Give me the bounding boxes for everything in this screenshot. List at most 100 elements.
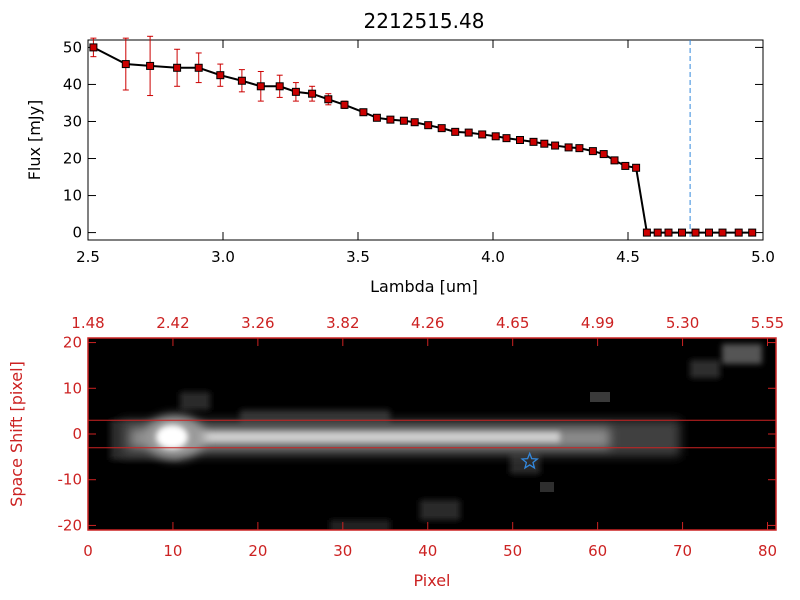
data-point [437,124,446,133]
data-point [173,63,182,72]
data-point [275,82,284,91]
x-tick-label: 0 [83,542,93,560]
data-point [340,100,349,109]
chart-title: 2212515.48 [364,9,485,33]
data-point [529,137,538,146]
y-tick-label: 20 [63,150,82,168]
x-tick-label: 20 [248,542,267,560]
data-point [372,113,381,122]
data-point [237,76,246,85]
data-point [664,228,673,237]
data-point [121,60,130,69]
image-y-label: Space Shift [pixel] [7,361,26,507]
y-tick-label: 0 [72,224,82,242]
data-point [359,108,368,117]
error-bars [90,35,756,236]
spectrum-chart: 2212515.48 2.5 3.0 3.5 4.0 4.5 5.0 0 10 20 30 40 5… [25,9,775,296]
image-x-axis: 0 10 20 30 40 50 60 70 80 [83,522,777,560]
y-tick-label: -10 [58,471,83,489]
data-point [575,144,584,153]
top-tick-label: 5.30 [666,314,699,332]
data-point [491,132,500,141]
spectrum-x-axis: 2.5 3.0 3.5 4.0 4.5 5.0 [76,40,775,266]
image-content [110,344,762,530]
data-point [588,147,597,156]
x-tick-label: 30 [333,542,352,560]
data-point [194,63,203,72]
data-point [399,116,408,125]
data-point [478,130,487,139]
data-point [734,228,743,237]
x-tick-label: 80 [758,542,777,560]
y-tick-label: 20 [63,334,82,352]
top-tick-label: 1.48 [71,314,104,332]
data-point [610,156,619,165]
data-point [642,228,651,237]
x-tick-label: 4.5 [616,248,640,266]
data-point [291,87,300,96]
y-tick-label: 10 [63,187,82,205]
data-point [256,82,265,91]
data-point [632,163,641,172]
y-tick-label: 0 [72,425,82,443]
data-point [718,228,727,237]
data-point [464,128,473,137]
data-point [146,61,155,70]
y-tick-label: -20 [58,516,83,534]
data-point [564,143,573,152]
data-point [216,71,225,80]
data-point [621,161,630,170]
flux-series-line [92,46,753,234]
x-tick-label: 4.0 [481,248,505,266]
spectrum-y-label: Flux [mJy] [25,100,44,181]
data-point [324,95,333,104]
x-tick-label: 70 [673,542,692,560]
y-tick-label: 50 [63,38,82,56]
data-point [705,228,713,237]
data-point [451,127,460,136]
data-point [502,134,511,143]
spectrum-y-axis: 0 10 20 30 40 50 [63,38,763,242]
image-x-label: Pixel [413,571,450,590]
top-tick-label: 4.26 [411,314,444,332]
x-tick-label: 50 [503,542,522,560]
data-point [599,150,608,159]
spectral-image-panel: 0 10 20 30 40 50 60 70 80 1.48 2.42 3.26 3.82 4.26 4.… [7,314,784,590]
image-y-axis: -20 -10 0 10 20 [58,334,776,534]
x-tick-label: 10 [163,542,182,560]
data-point [89,43,98,52]
y-tick-label: 40 [63,75,82,93]
top-tick-label: 3.26 [241,314,274,332]
data-point [748,228,757,237]
data-point [424,121,433,130]
top-tick-label: 4.99 [581,314,614,332]
data-point [678,228,686,237]
data-point [516,136,524,144]
x-tick-label: 3.0 [211,248,235,266]
x-tick-label: 60 [588,542,607,560]
image-top-wavelength-axis: 1.48 2.42 3.26 3.82 4.26 4.65 4.99 5.30 5.55 [71,314,784,346]
spectrum-plot-frame [87,39,764,241]
data-point [540,139,549,148]
flux-markers [89,43,757,237]
data-point [386,115,395,124]
data-point [653,228,662,237]
top-tick-label: 2.42 [156,314,189,332]
x-tick-label: 2.5 [76,248,100,266]
x-tick-label: 40 [418,542,437,560]
data-point [410,118,419,127]
top-tick-label: 3.82 [326,314,359,332]
x-tick-label: 5.0 [751,248,775,266]
top-tick-label: 4.65 [496,314,529,332]
x-tick-label: 3.5 [346,248,370,266]
data-point [308,89,317,98]
data-point [551,141,560,150]
y-tick-label: 30 [63,112,82,130]
source-star-icon [520,451,539,470]
y-tick-label: 10 [63,379,82,397]
extraction-aperture-lines [88,419,776,449]
spectrum-x-label: Lambda [um] [370,277,478,296]
top-tick-label: 5.55 [751,314,784,332]
data-point [691,228,700,237]
